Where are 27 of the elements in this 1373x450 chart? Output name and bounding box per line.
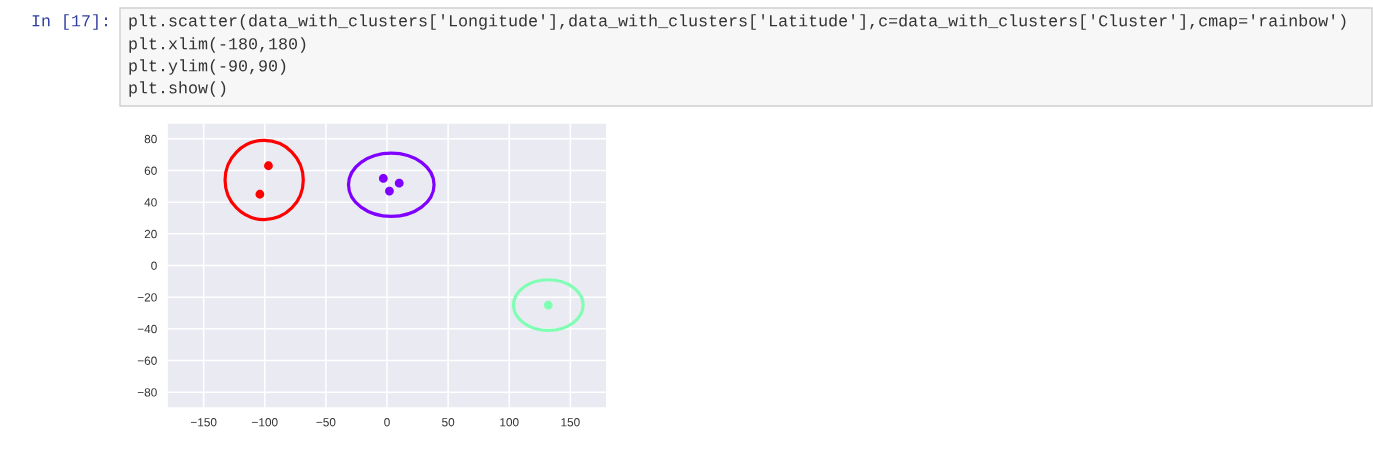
text: plt.show() [129, 81, 226, 97]
point [385, 186, 394, 196]
point [255, 189, 265, 199]
x-tick-label: 0 [384, 418, 390, 427]
point [394, 178, 404, 188]
y-tick-label: 40 [144, 198, 157, 207]
x-tick-label: −150 [190, 418, 217, 427]
point [264, 161, 273, 171]
y-tick-label: 80 [144, 134, 157, 144]
y-tick-label: 20 [144, 229, 157, 239]
x-tick-label: 50 [442, 418, 455, 427]
y-tick-label: 0 [151, 261, 157, 270]
y-tick-label: −20 [137, 293, 157, 302]
x-tick-label: −100 [252, 418, 278, 427]
text: plt.xlim(-180,180) [129, 37, 306, 53]
y-tick-label: 60 [144, 166, 157, 175]
text: plt.ylim(-90,90) [129, 59, 286, 75]
y-tick-label: −60 [137, 356, 157, 365]
x-tick-label: 150 [561, 418, 580, 427]
x-tick-label: 100 [500, 418, 519, 427]
text: In [17]: [32, 14, 107, 30]
x-tick-label: −50 [316, 418, 336, 427]
y-tick-label: −40 [137, 324, 157, 334]
point [543, 300, 553, 310]
text: plt.scatter(data_with_clusters['Longitude'],data_with_clusters['Latitude'],c=data_with_clusters['Cluster'],cmap='rainbow') [129, 14, 1346, 30]
y-tick-label: −80 [137, 388, 157, 397]
point [378, 174, 388, 183]
